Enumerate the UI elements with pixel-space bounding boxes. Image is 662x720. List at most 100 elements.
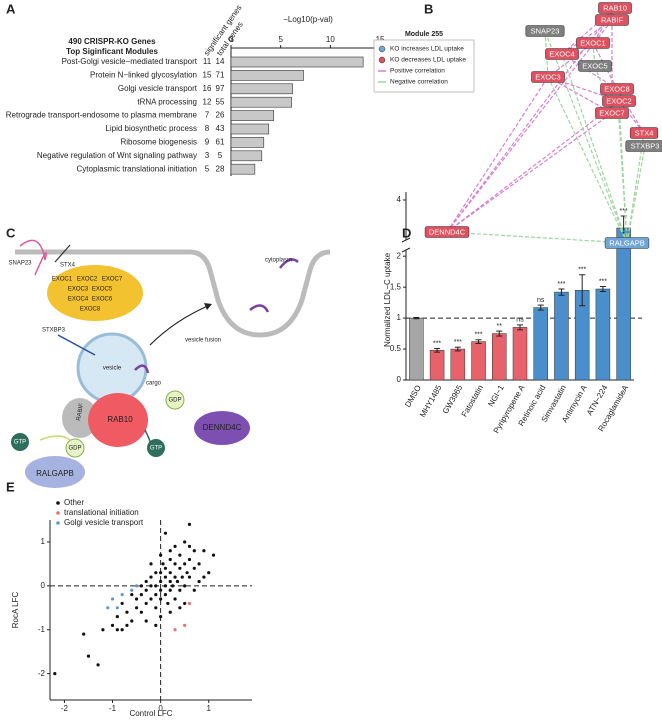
point <box>187 575 192 579</box>
label: cargo <box>146 381 162 387</box>
panel-letter: B <box>424 1 433 16</box>
bar <box>230 83 293 95</box>
point <box>115 606 119 610</box>
point <box>183 540 187 544</box>
significance-label: *** <box>433 340 441 347</box>
label: EXOC2 <box>77 277 98 283</box>
point <box>149 597 153 601</box>
point <box>163 593 168 597</box>
point <box>173 628 177 632</box>
node <box>629 127 659 139</box>
bar <box>230 56 364 68</box>
edge <box>446 76 549 233</box>
point <box>110 597 115 601</box>
point <box>163 584 168 588</box>
node-label: DENND4C <box>429 227 466 236</box>
x-tick-label: -2 <box>61 704 69 713</box>
point <box>134 584 139 588</box>
significant-count: 11 <box>203 57 212 66</box>
node <box>424 226 470 238</box>
bar <box>471 341 486 381</box>
total-count: 55 <box>216 97 225 106</box>
point <box>159 571 163 575</box>
panel-letter: A <box>6 1 16 16</box>
point <box>159 614 163 619</box>
edge <box>446 231 628 244</box>
label: GTP <box>150 446 162 452</box>
arrow-head <box>204 303 212 310</box>
point <box>183 601 187 606</box>
total-count: 26 <box>216 111 225 120</box>
bar <box>230 163 256 175</box>
node-label: RABIF <box>601 15 624 24</box>
gtp-circle <box>11 433 29 451</box>
significance-label: ns <box>537 297 545 304</box>
y-tick-label: 1.5 <box>390 282 402 291</box>
point <box>178 566 182 570</box>
point <box>159 553 163 557</box>
legend-label: Positive correlation <box>390 68 445 75</box>
significant-count: 7 <box>205 111 210 120</box>
significant-count: 15 <box>203 71 212 80</box>
point <box>125 610 129 614</box>
x-axis-label: −Log10(p-val) <box>283 15 333 24</box>
significance-label: *** <box>599 278 607 285</box>
legend-title: Module 255 <box>405 31 443 38</box>
axis-break <box>401 247 411 253</box>
bar <box>230 137 265 148</box>
total-count: 97 <box>216 84 225 93</box>
legend-box <box>373 39 475 93</box>
significance-label: *** <box>620 208 628 215</box>
point <box>82 632 86 636</box>
panel-letter: E <box>6 479 15 494</box>
node-label: EXOC7 <box>599 108 624 117</box>
point <box>178 606 182 610</box>
point <box>185 571 189 575</box>
x-tick-label: NGI−1 <box>486 383 506 408</box>
node <box>545 48 579 60</box>
node-label: EXOC1 <box>580 38 605 47</box>
row-label: Negative regulation of Wnt signaling pat… <box>37 151 197 160</box>
point <box>192 549 196 553</box>
x-tick-label: 5 <box>278 35 283 44</box>
cargo-icon <box>279 258 299 269</box>
point <box>144 619 148 623</box>
y-tick-label: 0 <box>397 375 402 384</box>
legend-label: KO increases LDL uptake <box>390 46 464 53</box>
significant-count: 5 <box>205 164 210 173</box>
chart-subtitle: Top Siginficant Modules <box>66 47 158 56</box>
label: EXOC7 <box>102 277 123 283</box>
point <box>175 579 180 584</box>
bar <box>492 333 507 381</box>
row-label: Lipid biosynthetic process <box>105 124 197 133</box>
y-tick-label: -2 <box>38 669 46 678</box>
row-label: Retrograde transport-endosome to plasma … <box>6 111 198 120</box>
panel-letter: C <box>6 225 16 240</box>
label: GDP <box>168 398 181 404</box>
significance-label: *** <box>578 267 586 274</box>
legend-label: Golgi vesicle transport <box>64 518 144 527</box>
x-axis-label: Control LFC <box>129 709 172 718</box>
significance-label: ** <box>497 323 503 330</box>
node <box>602 95 636 107</box>
point <box>120 628 124 632</box>
bar <box>554 291 569 381</box>
arrow <box>39 435 71 441</box>
point <box>197 579 201 584</box>
point <box>101 628 105 632</box>
point <box>187 544 192 548</box>
significant-count: 12 <box>203 97 212 106</box>
point <box>115 614 119 619</box>
edge <box>446 100 620 233</box>
point <box>173 544 177 548</box>
point <box>159 597 163 601</box>
x-tick-label: 0 <box>229 35 234 44</box>
total-count: 71 <box>216 71 225 80</box>
x-tick-label: 1 <box>206 704 211 713</box>
node-label: EXOC2 <box>606 96 631 105</box>
y-tick-label: 0 <box>41 581 46 590</box>
bar <box>512 327 528 381</box>
node-label: STX4 <box>635 128 654 137</box>
rab10-shape <box>88 393 148 447</box>
